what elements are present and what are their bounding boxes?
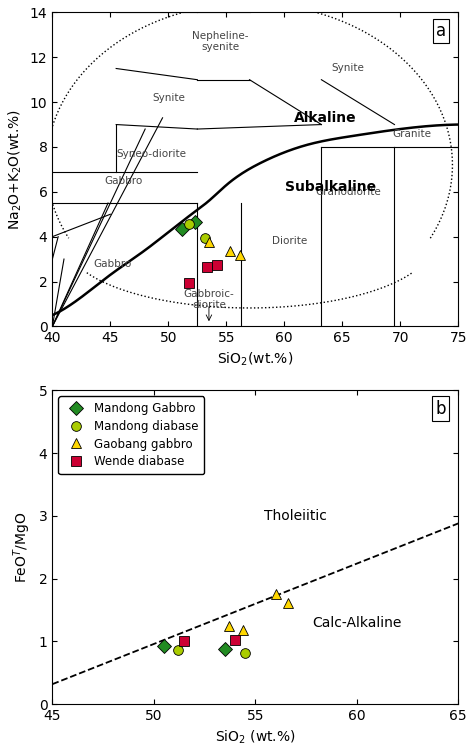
Y-axis label: FeO$^T$/MgO: FeO$^T$/MgO (11, 511, 33, 583)
Text: Subalkaline: Subalkaline (285, 180, 376, 194)
Text: Granodiorite: Granodiorite (315, 187, 381, 197)
Text: Calc-Alkaline: Calc-Alkaline (312, 616, 401, 630)
Text: Granite: Granite (392, 129, 431, 139)
X-axis label: SiO$_2$(wt.%): SiO$_2$(wt.%) (217, 351, 293, 368)
Y-axis label: Na$_2$O+K$_2$O(wt.%): Na$_2$O+K$_2$O(wt.%) (7, 109, 24, 230)
Text: Synite: Synite (152, 93, 185, 102)
Text: b: b (436, 400, 446, 418)
Text: Gabbro: Gabbro (93, 258, 131, 269)
Text: Synite: Synite (332, 63, 365, 74)
Legend: Mandong Gabbro, Mandong diabase, Gaobang gabbro, Wende diabase: Mandong Gabbro, Mandong diabase, Gaobang… (58, 396, 204, 474)
Text: Syneo-diorite: Syneo-diorite (116, 148, 186, 159)
Text: a: a (436, 22, 446, 40)
X-axis label: SiO$_2$ (wt.%): SiO$_2$ (wt.%) (215, 729, 296, 746)
Text: Tholeiitic: Tholeiitic (264, 509, 328, 523)
Text: Gabbroic-
diorite: Gabbroic- diorite (183, 288, 234, 310)
Text: Gabbro: Gabbro (105, 175, 143, 185)
Text: Alkaline: Alkaline (293, 111, 356, 125)
Text: Diorite: Diorite (273, 236, 308, 246)
Text: Nepheline-
syenite: Nepheline- syenite (192, 31, 249, 53)
